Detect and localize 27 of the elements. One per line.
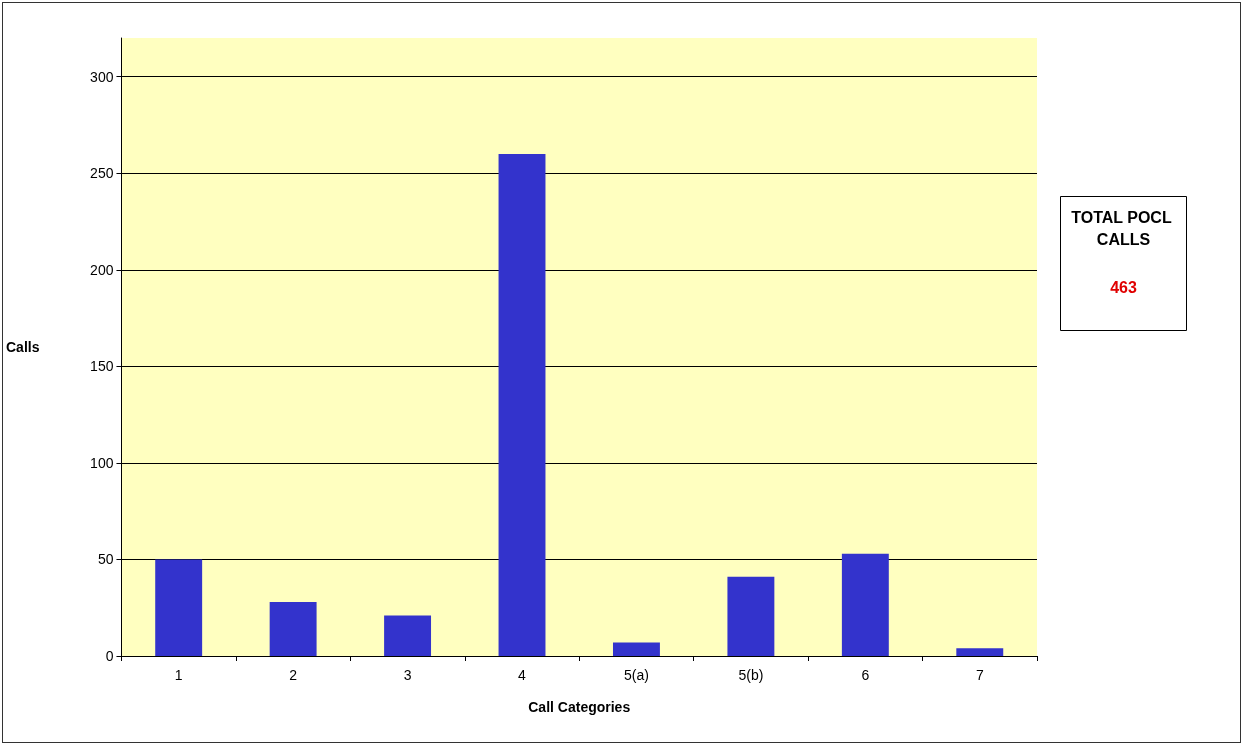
y-tick-label: 100 xyxy=(90,454,114,471)
x-tick-label: 3 xyxy=(403,667,412,683)
y-tick-label: 150 xyxy=(90,358,114,375)
bar xyxy=(612,642,660,656)
x-tick-label: 6 xyxy=(861,667,870,683)
x-tick-label: 4 xyxy=(518,667,527,683)
y-tick-label: 250 xyxy=(90,165,114,182)
x-axis-title: Call Categories xyxy=(528,699,631,715)
text: TOTAL POCL CALLS xyxy=(1071,209,1176,248)
x-tick-label: 5(b) xyxy=(738,667,764,683)
y-tick-label: 300 xyxy=(90,68,114,85)
bar xyxy=(384,615,432,656)
y-tick-label: 200 xyxy=(90,261,114,278)
text: 463 xyxy=(1110,279,1137,296)
x-tick-label: 1 xyxy=(174,667,183,683)
bar xyxy=(956,648,1004,656)
bar xyxy=(498,153,546,656)
bar xyxy=(841,553,889,656)
x-tick-label: 5(a) xyxy=(624,667,649,683)
bar xyxy=(269,601,317,656)
y-tick-label: 50 xyxy=(97,551,114,568)
x-tick-label: 2 xyxy=(289,667,298,683)
y-tick-label: 0 xyxy=(105,648,114,664)
bar xyxy=(155,559,203,656)
bar xyxy=(727,576,775,656)
x-tick-label: 7 xyxy=(975,667,984,683)
y-axis-title: Calls xyxy=(5,339,40,355)
